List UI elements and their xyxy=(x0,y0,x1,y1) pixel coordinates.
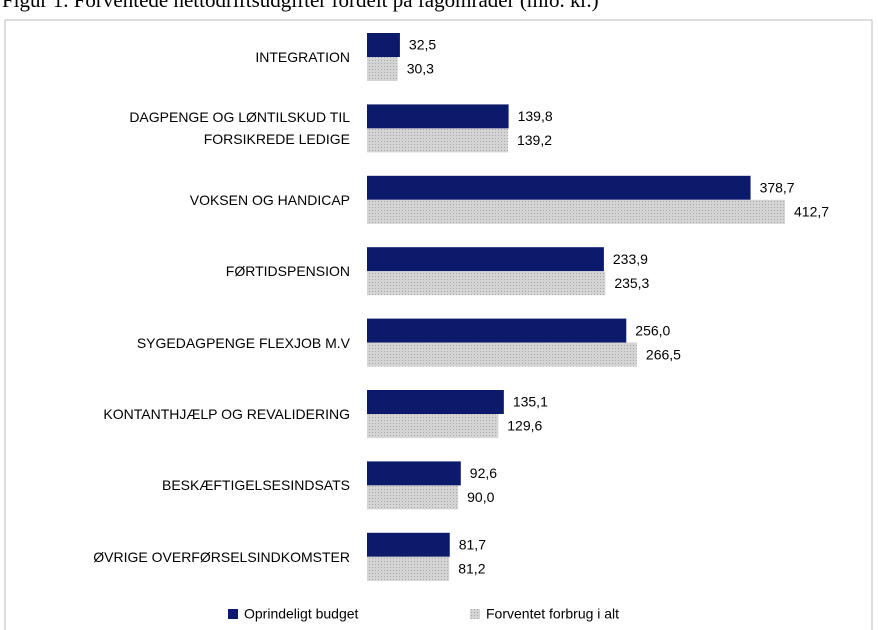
bar xyxy=(367,556,450,581)
bar xyxy=(367,485,459,510)
legend-label: Oprindeligt budget xyxy=(244,606,359,622)
bar xyxy=(367,57,398,81)
bar xyxy=(367,128,508,153)
category-label: KONTANTHJÆLP OG REVALIDERING xyxy=(103,406,350,422)
value-label: 135,1 xyxy=(513,394,548,410)
value-label: 92,6 xyxy=(470,465,497,481)
value-label: 139,2 xyxy=(517,132,552,148)
category-label: INTEGRATION xyxy=(255,49,350,65)
value-label: 235,3 xyxy=(614,275,649,291)
category-label: ØVRIGE OVERFØRSELSINDKOMSTER xyxy=(93,548,350,565)
bar xyxy=(367,318,627,343)
bar xyxy=(367,271,606,296)
value-label: 233,9 xyxy=(613,251,648,267)
bar xyxy=(367,414,499,438)
category-label: DAGPENGE OG LØNTILSKUD TIL FORSIKREDE LE… xyxy=(129,109,350,148)
legend-swatch xyxy=(228,609,238,619)
bar xyxy=(367,532,450,557)
category-label: SYGEDAGPENGE FLEXJOB M.V xyxy=(136,334,350,351)
bar xyxy=(367,175,751,200)
value-label: 30,3 xyxy=(407,61,434,77)
bar xyxy=(367,390,504,414)
value-label: 32,5 xyxy=(409,37,436,53)
value-label: 412,7 xyxy=(794,204,829,220)
legend-swatch xyxy=(470,609,480,619)
value-label: 378,7 xyxy=(760,180,795,196)
chart-frame xyxy=(4,19,873,630)
legend-label: Forventet forbrug i alt xyxy=(486,606,619,622)
value-label: 90,0 xyxy=(467,489,494,505)
bar xyxy=(367,247,604,272)
value-label: 81,7 xyxy=(459,537,486,553)
value-label: 266,5 xyxy=(646,346,681,362)
category-label: BESKÆFTIGELSESINDSATS xyxy=(161,477,350,494)
chart-title: Figur 1. Forventede nettodriftsudgifter … xyxy=(2,0,599,12)
bar xyxy=(367,461,461,486)
value-label: 81,2 xyxy=(458,561,485,577)
bar xyxy=(367,104,509,129)
bar xyxy=(367,342,637,367)
value-label: 139,8 xyxy=(518,108,553,124)
value-label: 129,6 xyxy=(507,418,542,434)
bar xyxy=(367,199,785,224)
value-label: 256,0 xyxy=(635,322,670,338)
bar xyxy=(367,33,400,57)
category-label: VOKSEN OG HANDICAP xyxy=(189,191,350,208)
category-label: FØRTIDSPENSION xyxy=(225,263,350,280)
